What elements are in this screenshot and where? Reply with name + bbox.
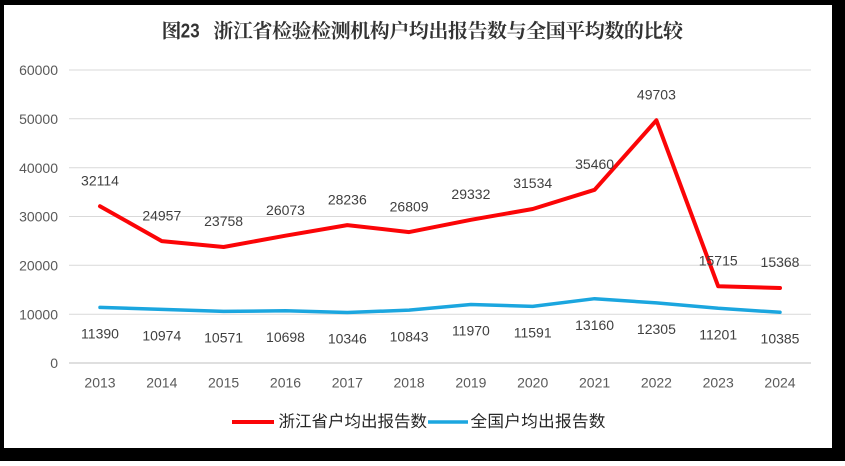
svg-text:2021: 2021 (579, 375, 610, 391)
svg-text:11201: 11201 (699, 327, 737, 343)
svg-text:2015: 2015 (208, 375, 239, 391)
svg-text:11970: 11970 (452, 323, 490, 339)
svg-text:28236: 28236 (328, 191, 367, 207)
svg-text:40000: 40000 (19, 160, 58, 176)
svg-text:10385: 10385 (761, 331, 800, 347)
svg-text:0: 0 (50, 355, 58, 371)
svg-text:23758: 23758 (204, 213, 243, 229)
svg-text:49703: 49703 (637, 87, 676, 103)
svg-text:10346: 10346 (328, 331, 367, 347)
svg-text:11390: 11390 (81, 326, 119, 342)
svg-text:26809: 26809 (390, 198, 429, 214)
svg-text:11591: 11591 (514, 325, 552, 341)
svg-text:10698: 10698 (266, 329, 305, 345)
svg-text:24957: 24957 (142, 207, 181, 223)
svg-text:32114: 32114 (81, 172, 119, 188)
svg-text:50000: 50000 (19, 111, 58, 127)
svg-text:2014: 2014 (146, 375, 177, 391)
svg-text:2020: 2020 (517, 375, 548, 391)
svg-text:30000: 30000 (19, 209, 58, 225)
svg-text:2018: 2018 (394, 375, 425, 391)
svg-text:2022: 2022 (641, 375, 672, 391)
svg-text:12305: 12305 (637, 321, 676, 337)
svg-text:31534: 31534 (513, 175, 552, 191)
svg-text:26073: 26073 (266, 202, 305, 218)
svg-text:60000: 60000 (19, 62, 58, 78)
svg-text:10000: 10000 (19, 306, 58, 322)
svg-text:20000: 20000 (19, 257, 58, 273)
svg-text:10974: 10974 (142, 328, 181, 344)
svg-text:2019: 2019 (455, 375, 486, 391)
svg-text:2023: 2023 (703, 375, 734, 391)
svg-text:2017: 2017 (332, 375, 363, 391)
svg-text:2024: 2024 (764, 375, 795, 391)
svg-text:2013: 2013 (84, 375, 115, 391)
svg-text:13160: 13160 (575, 317, 614, 333)
svg-text:15368: 15368 (761, 254, 800, 270)
svg-text:10843: 10843 (390, 328, 429, 344)
svg-text:29332: 29332 (451, 186, 490, 202)
svg-text:2016: 2016 (270, 375, 301, 391)
svg-text:35460: 35460 (575, 156, 614, 172)
svg-text:10571: 10571 (204, 330, 243, 346)
svg-text:15715: 15715 (699, 253, 738, 269)
svg-text:23: 23 (181, 21, 200, 43)
